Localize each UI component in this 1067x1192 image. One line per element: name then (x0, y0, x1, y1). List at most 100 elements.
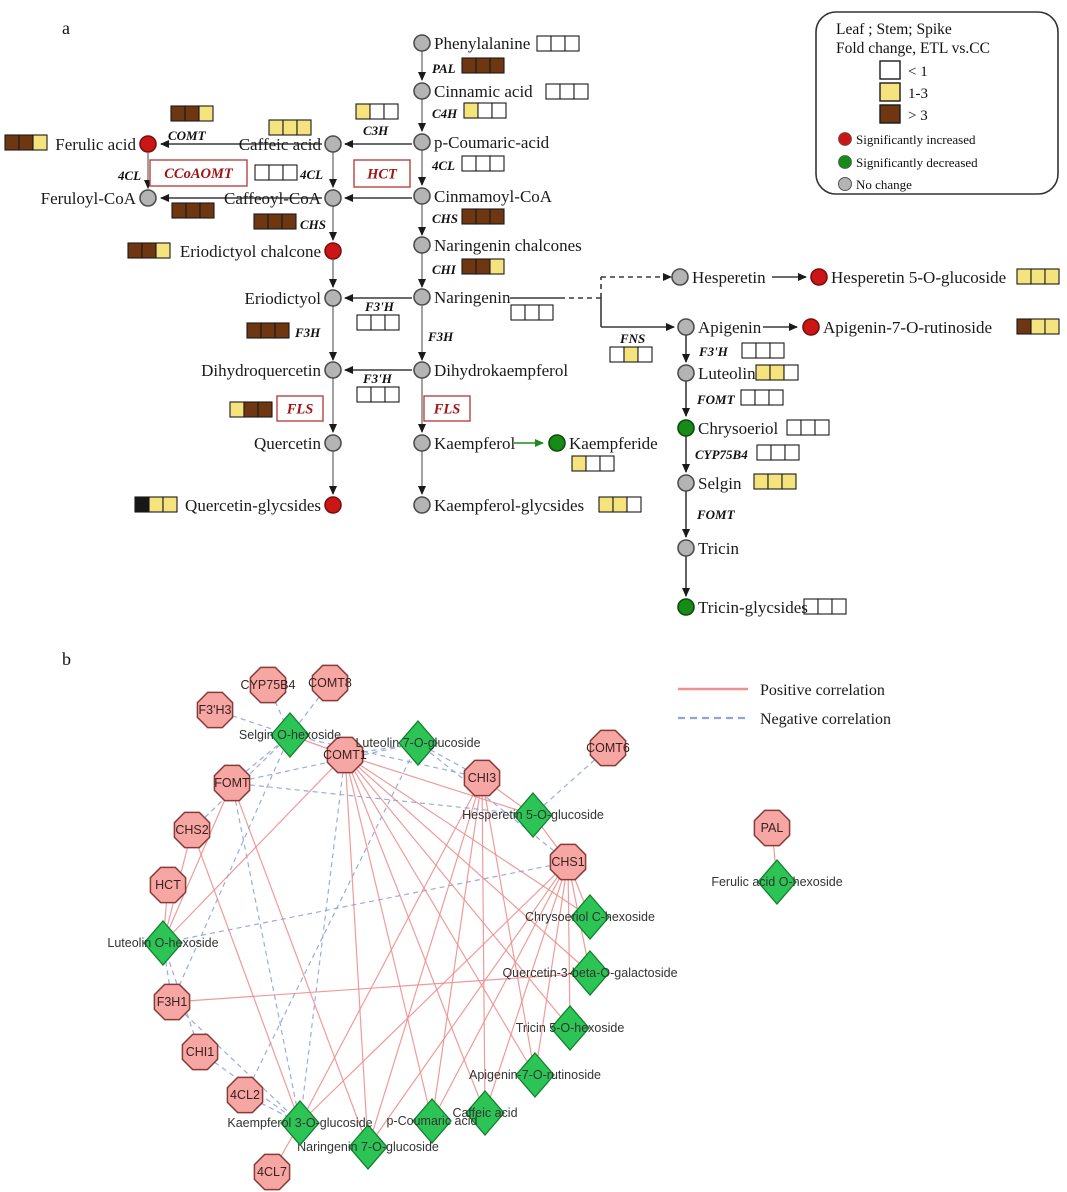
metabolite-circle-luteolin (677, 364, 695, 382)
metabolite-circle-chrysoeriol (677, 419, 695, 437)
fold-change-box (626, 496, 642, 513)
network-metabolite-luteolin-o-hexoside: Luteolin O-hexoside (107, 920, 219, 966)
metabolite-circle-kaempferol-glycsides (413, 496, 431, 514)
gene-octagon-hct (149, 866, 187, 904)
metabolite-eriodictyol: Eriodictyol (245, 289, 342, 308)
metabolite-label-ferulic-acid: Ferulic acid (55, 135, 136, 154)
fold-change-box (783, 364, 799, 381)
legend-title-line1: Leaf ; Stem; Spike (836, 21, 952, 38)
enzyme-chs: CHS (253, 213, 326, 232)
enzyme-box-fls (423, 395, 471, 422)
fold-change-box (754, 389, 770, 406)
metabolite-circle-apigenin (677, 318, 695, 336)
fold-change-box (463, 102, 479, 119)
fold-change-box (171, 202, 187, 219)
metabolite-feruloyl-coa: Feruloyl-CoA (41, 189, 157, 208)
metabolite-phenylalanine: Phenylalanine (413, 34, 580, 53)
fold-change-box (18, 134, 34, 151)
enzyme-box-hct (353, 159, 411, 188)
network-edge-positive (344, 754, 571, 1029)
network-edge-positive (481, 777, 536, 1076)
enzyme-label-f3-h: F3'H (362, 371, 393, 386)
fold-change-box (475, 258, 491, 275)
fold-change-box (260, 322, 276, 339)
metabolite-kaempferol-glycsides: Kaempferol-glycsides (413, 496, 642, 515)
enzyme-f3-h: F3'H (698, 342, 785, 359)
network-edge-negative (231, 782, 301, 1124)
enzyme-4cl: 4CL (117, 168, 141, 183)
network-edge-negative (299, 754, 346, 1124)
network-metabolite-quercetin-3-beta-o-galactoside: Quercetin-3-beta-O-galactoside (502, 950, 678, 996)
fold-change-box (253, 213, 269, 230)
gene-label-comt6: COMT6 (586, 741, 630, 755)
fold-change-box (162, 496, 178, 513)
fold-change-box (769, 342, 785, 359)
negative-correlation-label: Negative correlation (760, 711, 891, 728)
metabolite-circle-kaempferol (413, 434, 431, 452)
fold-change-box (612, 496, 628, 513)
fold-change-box (257, 401, 273, 418)
network-metabolite-apigenin-7-o-rutinoside: Apigenin-7-O-rutinoside (469, 1052, 601, 1098)
legend-swatch-mid (879, 82, 901, 102)
metabolite-ferulic-acid: Ferulic acid (4, 134, 157, 154)
gene-label-comt1: COMT1 (323, 748, 367, 762)
metabolite-hesperetin: Hesperetin (671, 268, 766, 287)
metabolite-circle-feruloyl-coa (139, 189, 157, 207)
network-gene-pal: PAL (753, 809, 791, 847)
fold-change-box (564, 35, 580, 52)
network-edge-negative (162, 861, 569, 944)
metabolite-label-selgin: Selgin (698, 474, 742, 493)
metabolite-circle-kaempferide (548, 434, 566, 452)
fold-change-box (599, 455, 615, 472)
network-edge-positive (367, 861, 569, 1148)
network-gene-comt8: COMT8 (308, 664, 352, 702)
metabolite-circle-dihydrokaempferol (413, 361, 431, 379)
fold-change-box (538, 304, 554, 321)
network-gene-chi3: CHI3 (463, 759, 501, 797)
fold-change-box (383, 103, 399, 120)
enzyme-label-fls: FLS (433, 402, 461, 418)
metabolite-circle-selgin (677, 474, 695, 492)
network-edge-positive (431, 777, 483, 1122)
metabolite-label-apigenin-7-o-rutinoside: Apigenin-7-O-rutinoside (823, 318, 992, 337)
fold-change-box (784, 444, 800, 461)
network-edge-negative (191, 734, 291, 831)
metabolite-dihydroquercetin: Dihydroquercetin (201, 361, 342, 380)
metabolite-label-apigenin: Apigenin (698, 318, 762, 337)
fold-change-box (755, 342, 771, 359)
network-gene-chs2: CHS2 (173, 811, 211, 849)
enzyme-label-f3h: F3H (427, 329, 454, 344)
enzyme-ccoaomt: CCoAOMT (149, 159, 248, 187)
metabolite-label-tricin-glycsides: Tricin-glycsides (698, 598, 808, 617)
enzyme-label-ccoaomt: CCoAOMT (164, 166, 234, 182)
metabolite-tricin: Tricin (677, 539, 739, 558)
metabolite-chrysoeriol: Chrysoeriol (677, 419, 830, 438)
gene-octagon-fomt (213, 764, 251, 802)
fold-change-box (489, 208, 505, 225)
metabolite-circle-phenylalanine (413, 34, 431, 52)
fold-change-box (585, 455, 601, 472)
metabolite-label-caffeoyl-coa: Caffeoyl-CoA (224, 189, 322, 208)
gene-label-f3h1: F3H1 (157, 995, 188, 1009)
fold-change-box (489, 258, 505, 275)
gene-octagon-comt1 (326, 736, 364, 774)
gene-label-hct: HCT (155, 878, 181, 892)
enzyme-box-ccoaomt (149, 159, 248, 187)
enzyme-comt: COMT (168, 105, 214, 143)
metabolite-circle-p-coumaric-acid (413, 133, 431, 151)
enzyme-f3-h: F3'H (356, 299, 400, 331)
fold-change-box (4, 134, 20, 151)
metabolite-diamond-hesperetin-5-o-glucoside (513, 792, 553, 838)
fold-change-box (296, 119, 312, 136)
metabolite-diamond-quercetin-3-beta-o-galactoside (570, 950, 610, 996)
fold-change-box (384, 314, 400, 331)
enzyme-label-pal: PAL (432, 61, 456, 76)
enzyme-box-fls (276, 395, 324, 422)
fold-change-box (274, 322, 290, 339)
fold-change-box (254, 164, 270, 181)
enzyme-hct: HCT (353, 159, 411, 188)
metabolite-label-chrysoeriol: Chrysoeriol (698, 419, 779, 438)
network-metabolite-ferulic-acid-o-hexoside: Ferulic acid O-hexoside (711, 859, 843, 905)
enzyme-label-c4h: C4H (432, 106, 458, 121)
